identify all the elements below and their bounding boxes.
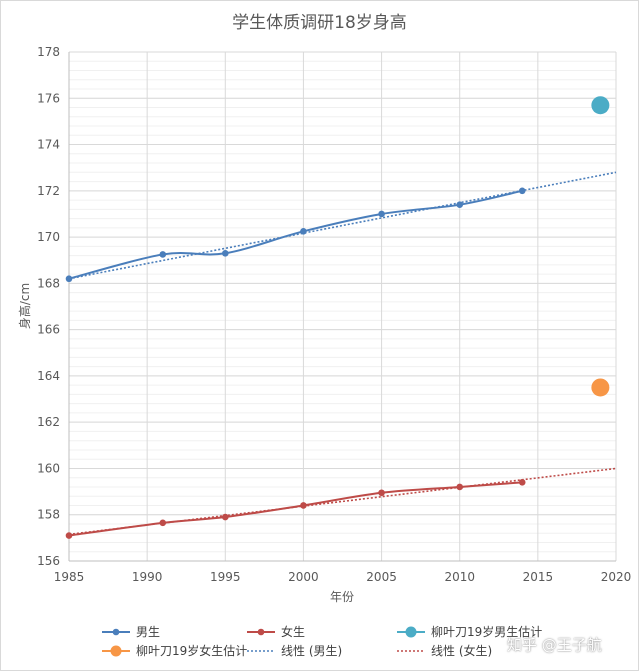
x-tick-label: 1985: [54, 570, 85, 584]
series-line: [68, 481, 523, 537]
watermark: 知乎 @王子航: [507, 636, 602, 654]
data-point: [221, 513, 229, 521]
legend-label: 柳叶刀19岁男生估计: [431, 624, 542, 639]
legend-label: 线性 (男生): [281, 644, 342, 658]
estimate-point: [591, 378, 610, 397]
trendline: [68, 171, 617, 280]
y-axis-ticks: 156 158 160 162 164 166 168 170 172 174 176 178: [37, 45, 60, 568]
y-tick-label: 178: [37, 45, 60, 59]
y-tick-label: 176: [37, 91, 60, 105]
legend-marker: [110, 645, 122, 657]
data-point: [300, 502, 307, 509]
y-tick-label: 166: [37, 323, 60, 337]
legend-marker: [405, 626, 417, 638]
x-tick-label: 1990: [132, 570, 163, 584]
data-point: [65, 532, 73, 539]
y-tick-label: 158: [37, 508, 60, 522]
data-point: [378, 210, 385, 218]
minor-gridlines: [69, 51, 616, 562]
x-tick-label: 2010: [444, 570, 475, 584]
legend-marker: [112, 628, 120, 636]
data-point: [65, 275, 73, 283]
x-tick-label: 2000: [288, 570, 319, 584]
data-point: [518, 479, 526, 486]
y-tick-label: 174: [37, 138, 60, 152]
legend-label: 女生: [281, 624, 305, 639]
estimate-point: [591, 96, 610, 115]
y-tick-label: 172: [37, 184, 60, 198]
data-point: [221, 249, 229, 257]
data-point: [456, 483, 464, 491]
x-axis-ticks: 1985 1990 1995 2000 2005 2010 2015 2020: [54, 570, 632, 584]
data-point: [518, 187, 526, 195]
data-point: [300, 228, 307, 235]
legend-label: 男生: [136, 625, 160, 639]
chart-title: 学生体质调研18岁身高: [232, 13, 407, 33]
legend-label: 线性 (女生): [431, 643, 492, 658]
x-axis-title: 年份: [330, 590, 354, 604]
y-tick-label: 156: [37, 554, 60, 568]
x-tick-label: 2005: [366, 570, 397, 584]
data-point: [378, 489, 385, 497]
major-gridlines: [68, 51, 617, 562]
series-layer: [65, 96, 617, 539]
y-tick-label: 164: [37, 369, 60, 383]
y-tick-label: 162: [37, 415, 60, 429]
data-point: [456, 201, 464, 208]
x-tick-label: 2015: [523, 570, 554, 584]
legend-marker: [257, 628, 265, 636]
y-tick-label: 160: [37, 461, 60, 475]
y-tick-label: 168: [37, 276, 60, 290]
legend-label: 柳叶刀19岁女生估计: [136, 643, 247, 658]
y-tick-label: 170: [37, 230, 60, 244]
data-point: [159, 519, 167, 527]
data-point: [159, 251, 167, 258]
x-tick-label: 2020: [601, 570, 632, 584]
y-axis-title: 身高/cm: [17, 283, 32, 329]
x-tick-label: 1995: [210, 570, 241, 584]
